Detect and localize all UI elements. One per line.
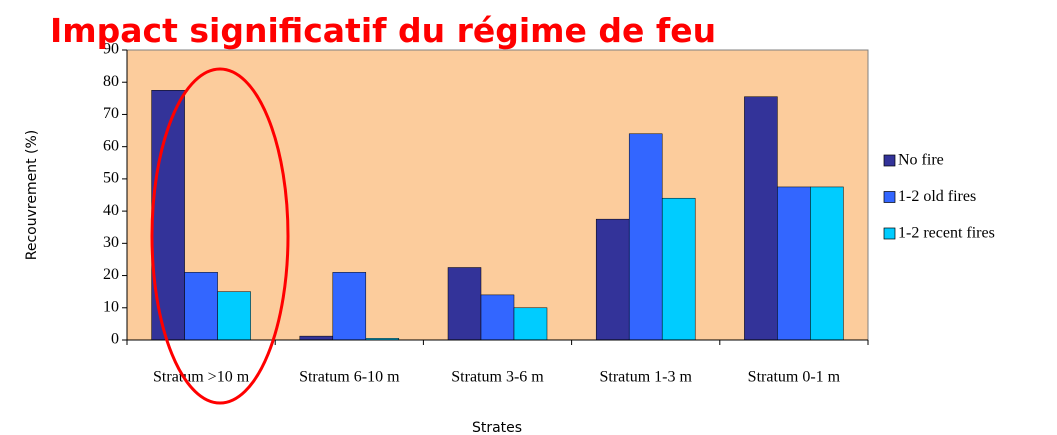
legend-swatch: [883, 227, 896, 240]
y-tick-label: 40: [103, 202, 119, 219]
x-axis-label: Strates: [472, 420, 522, 435]
bar: [480, 294, 515, 341]
bar: [299, 335, 334, 341]
legend-swatch: [883, 154, 896, 167]
x-tick-label: Stratum >10 m: [153, 369, 250, 386]
bar: [628, 133, 663, 341]
bar: [332, 272, 367, 341]
y-axis-label: Recouvrement (%): [24, 130, 40, 260]
y-tick-label: 90: [103, 41, 119, 58]
legend-label: No fire: [898, 152, 944, 169]
legend-label: 1-2 old fires: [898, 188, 976, 205]
y-tick-label: 80: [103, 73, 119, 90]
y-tick-label: 50: [103, 170, 119, 187]
x-tick-label: Stratum 3-6 m: [451, 369, 544, 386]
x-tick-label: Stratum 0-1 m: [748, 369, 841, 386]
bar: [151, 90, 185, 341]
bar: [184, 272, 218, 341]
bar: [744, 96, 778, 341]
y-tick-label: 30: [103, 234, 119, 251]
y-tick-label: 60: [103, 137, 119, 154]
x-tick-label: Stratum 6-10 m: [299, 369, 400, 386]
y-tick-label: 20: [103, 266, 119, 283]
y-tick-label: 0: [111, 331, 119, 348]
bar: [447, 267, 482, 341]
legend-label: 1-2 recent fires: [898, 225, 995, 242]
bar: [661, 197, 696, 341]
y-tick-label: 10: [103, 298, 119, 315]
bar: [595, 218, 630, 341]
legend-swatch: [883, 191, 896, 203]
x-tick-label: Stratum 1-3 m: [599, 369, 692, 386]
bar: [777, 186, 811, 341]
bar: [810, 186, 844, 341]
bar: [217, 291, 251, 341]
bar: [513, 307, 548, 341]
y-tick-label: 70: [103, 105, 119, 122]
annotation-title: Impact significatif du régime de feu: [50, 11, 717, 50]
